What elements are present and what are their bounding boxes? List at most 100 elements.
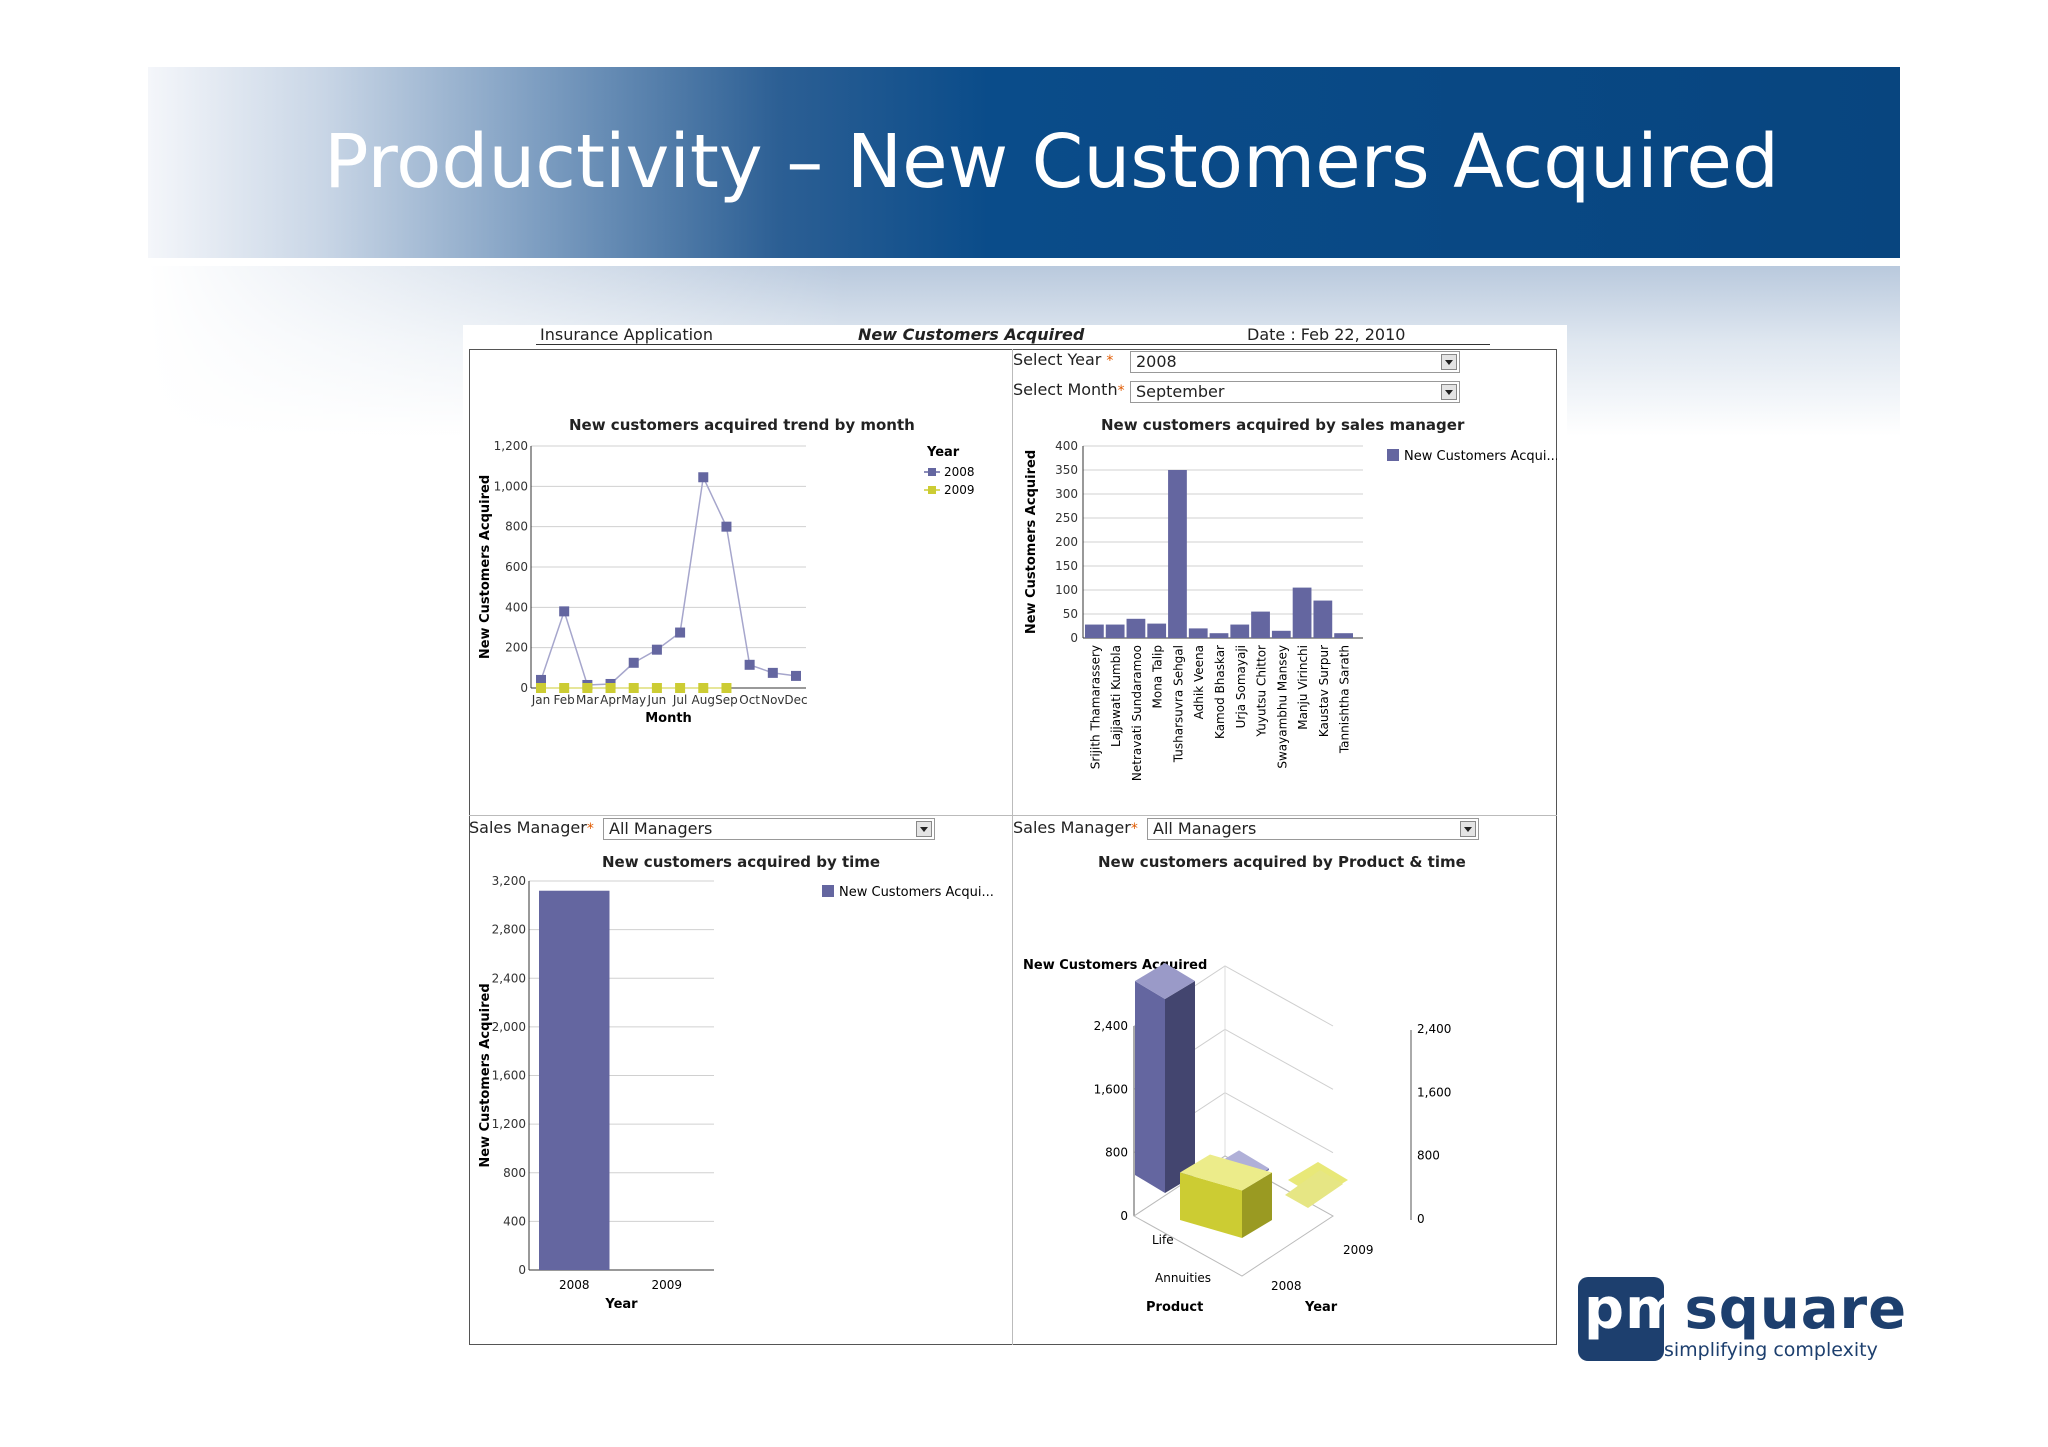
y-axis-title: New Customers Acquired [478, 475, 493, 659]
z-tick-label-right: 0 [1417, 1212, 1425, 1226]
sales-manager-label-right: Sales Manager* [1013, 818, 1138, 837]
product-time-3d-chart: New Customers Acquired 0 0 800 800 1,600 1,600… [1023, 958, 1451, 1315]
y-tick-label: 800 [503, 1166, 526, 1180]
pmsquare-logo: pmsquare simplifying complexity [1578, 1277, 1906, 1365]
bar-annuities-2008-side [1242, 1172, 1272, 1238]
data-point-2008 [744, 659, 755, 670]
x-tick-label: 2009 [651, 1278, 682, 1292]
y-axis-title: Year [1304, 1300, 1338, 1315]
dropdown-arrow-icon[interactable] [1441, 354, 1457, 370]
sales-manager-value-right: All Managers [1153, 819, 1257, 838]
dropdown-arrow-icon[interactable] [1441, 384, 1457, 400]
dropdown-arrow-icon[interactable] [916, 821, 932, 837]
required-mark: * [1117, 383, 1125, 399]
data-point-2008 [651, 644, 662, 655]
y-tick-label: 350 [1055, 463, 1078, 477]
z-tick-label-left: 0 [1120, 1209, 1128, 1223]
z-tick-label-left: 800 [1105, 1146, 1128, 1160]
z-axis-title: New Customers Acquired [1023, 958, 1207, 973]
required-mark: * [586, 821, 594, 837]
x-tick-label: Jul [672, 693, 687, 707]
product-tick-label: Life [1152, 1233, 1174, 1247]
sales-manager-select-left[interactable]: All Managers [603, 818, 935, 840]
x-axis-title: Product [1146, 1300, 1203, 1315]
bar-10 [1292, 587, 1312, 638]
chart-title-time: New customers acquired by time [602, 853, 881, 871]
x-tick-label: Apr [600, 693, 621, 707]
x-tick-label: Swayambhu Mansey [1275, 645, 1289, 769]
data-point-2008 [791, 670, 801, 681]
bar-2008 [539, 890, 610, 1270]
data-point-2008 [767, 667, 778, 678]
y-tick-label: 400 [503, 1214, 526, 1228]
legend-label: New Customers Acqui... [839, 885, 994, 900]
x-tick-label: Tusharsuvra Sehgal [1171, 645, 1185, 763]
chart-title-trend: New customers acquired trend by month [569, 416, 915, 434]
logo-mark [1578, 1277, 1664, 1361]
x-tick-label: Yuyutsu Chittor [1255, 645, 1269, 738]
x-tick-label: Kaustav Surpur [1317, 645, 1331, 737]
y-tick-label: 250 [1055, 511, 1078, 525]
x-tick-label: Mona Talip [1151, 645, 1165, 708]
legend-swatch [822, 885, 834, 897]
data-point-2009 [605, 683, 616, 693]
y-tick-label: 2,800 [492, 923, 526, 937]
dropdown-arrow-icon[interactable] [1460, 821, 1476, 837]
data-point-2008 [721, 521, 732, 532]
y-tick-label: 1,000 [494, 479, 528, 493]
bar-8 [1251, 611, 1270, 638]
sales-manager-select-right[interactable]: All Managers [1147, 818, 1479, 840]
x-tick-label: Sep [715, 693, 738, 707]
z-tick-label-right: 2,400 [1417, 1022, 1451, 1036]
data-point-2008 [628, 657, 639, 668]
data-point-2008 [698, 472, 709, 483]
legend-swatch [928, 468, 936, 476]
year-select[interactable]: 2008 [1130, 351, 1460, 373]
year-tick-label: 2009 [1343, 1243, 1374, 1257]
sales-manager-label-left: Sales Manager* [469, 818, 594, 837]
x-tick-label: Manju Virinchi [1296, 645, 1310, 730]
y-tick-label: 1,200 [492, 1117, 526, 1131]
data-point-2008 [675, 627, 686, 638]
month-select-value: September [1136, 382, 1225, 401]
series-line-2008 [540, 474, 797, 686]
x-tick-label: Mar [576, 693, 599, 707]
y-tick-label: 0 [520, 681, 528, 695]
bar-0 [1085, 624, 1104, 638]
bar-life-2008-top [1135, 963, 1195, 1000]
bar-11 [1313, 600, 1333, 638]
bar-6 [1209, 633, 1229, 638]
bar-life-2008-front [1135, 981, 1165, 1193]
bar-9 [1271, 630, 1291, 638]
select-year-label: Select Year * [1013, 350, 1114, 369]
z-tick-label-left: 1,600 [1094, 1082, 1128, 1096]
y-axis-title: New Customers Acquired [478, 983, 493, 1167]
y-tick-label: 1,600 [492, 1069, 526, 1083]
bar-4 [1168, 470, 1187, 638]
logo-wordmark: pmsquare [1584, 1277, 1908, 1342]
logo-tagline: simplifying complexity [1664, 1339, 1878, 1361]
bar-life-2008-side [1165, 981, 1195, 1193]
legend-label: 2009 [944, 483, 975, 497]
month-select[interactable]: September [1130, 381, 1460, 403]
data-point-2008 [536, 674, 546, 685]
x-axis-title: Year [604, 1297, 638, 1312]
x-tick-label: Kamod Bhaskar [1213, 645, 1227, 739]
y-tick-label: 200 [505, 641, 528, 655]
x-tick-label: Tannishtha Sarath [1338, 645, 1352, 754]
y-tick-label: 400 [505, 600, 528, 614]
x-tick-label: Jan [531, 693, 551, 707]
x-axis-title: Month [645, 711, 692, 726]
dashboard-frame [469, 349, 1557, 1345]
bar-5 [1188, 628, 1208, 638]
bar-12 [1334, 633, 1353, 638]
z-tick-label-right: 800 [1417, 1149, 1440, 1163]
required-mark: * [1106, 353, 1114, 369]
y-tick-label: 50 [1063, 607, 1078, 621]
data-point-2009 [536, 683, 546, 693]
sales-manager-value-left: All Managers [609, 819, 713, 838]
x-tick-label: Feb [554, 693, 575, 707]
year-select-value: 2008 [1136, 352, 1177, 371]
y-tick-label: 300 [1055, 487, 1078, 501]
